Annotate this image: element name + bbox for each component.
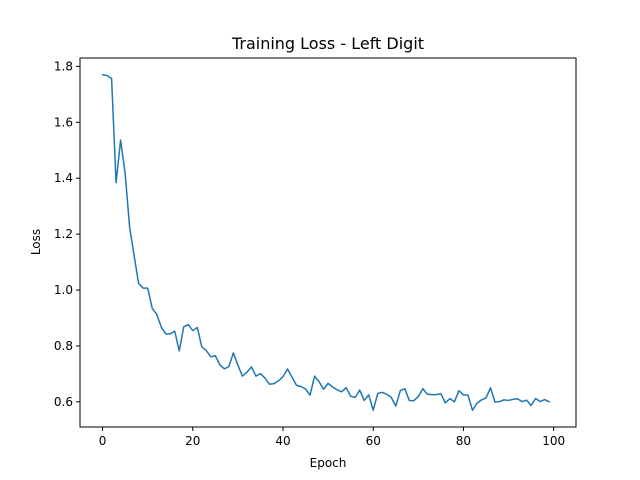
y-tick-label: 1.2	[54, 227, 73, 241]
y-tick-label: 0.6	[54, 395, 73, 409]
x-tick-label: 20	[185, 434, 200, 448]
y-tick-label: 1.8	[54, 59, 73, 73]
y-axis: 0.6 0.8 1.0 1.2 1.4 1.6 1.8	[54, 59, 80, 409]
x-axis-label: Epoch	[310, 456, 347, 470]
x-tick-label: 0	[99, 434, 107, 448]
y-tick-label: 1.4	[54, 171, 73, 185]
loss-series-line	[101, 74, 550, 411]
x-tick-label: 100	[542, 434, 565, 448]
y-tick-label: 1.0	[54, 283, 73, 297]
x-axis: 0 20 40 60 80 100	[99, 427, 565, 448]
series-layer	[101, 74, 550, 411]
y-tick-label: 1.6	[54, 115, 73, 129]
y-axis-label: Loss	[29, 229, 43, 255]
y-tick-label: 0.8	[54, 339, 73, 353]
plot-frame	[79, 57, 577, 428]
x-tick-label: 60	[366, 434, 381, 448]
x-tick-label: 40	[275, 434, 290, 448]
chart-title: Training Loss - Left Digit	[231, 34, 424, 53]
x-tick-label: 80	[456, 434, 471, 448]
